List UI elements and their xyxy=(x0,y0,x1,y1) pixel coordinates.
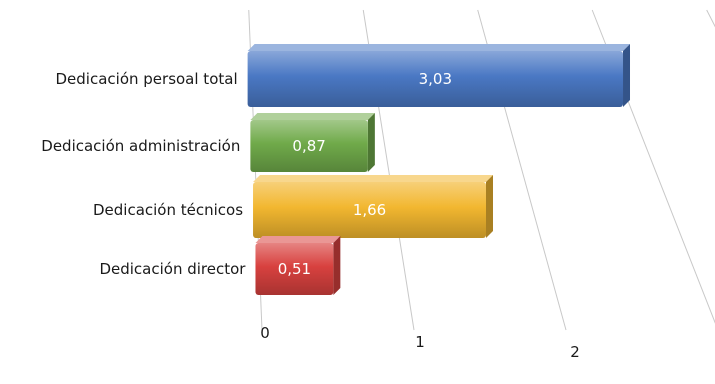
bar-end-face xyxy=(623,44,631,107)
bar-end-face xyxy=(367,113,375,172)
data-label: 0,51 xyxy=(278,260,311,278)
bar-front-face xyxy=(253,182,486,238)
bar-front-face xyxy=(255,243,334,295)
category-label: Dedicación persoal total xyxy=(56,70,238,88)
x-tick-label: 2 xyxy=(570,343,580,361)
bar-end-face xyxy=(333,236,341,295)
bar xyxy=(247,44,631,107)
category-label: Dedicación director xyxy=(99,260,246,278)
data-label: 3,03 xyxy=(419,70,452,88)
bar xyxy=(250,113,375,172)
bar-top-face xyxy=(247,44,631,51)
bar-top-face xyxy=(250,113,375,120)
x-tick-label: 1 xyxy=(415,333,425,351)
bar-top-face xyxy=(255,236,341,243)
bar xyxy=(253,175,493,238)
bar-top-face xyxy=(253,175,493,182)
bar-front-face xyxy=(247,51,624,107)
x-tick-label: 0 xyxy=(260,324,270,342)
category-label: Dedicación técnicos xyxy=(93,201,243,219)
data-label: 1,66 xyxy=(353,201,386,219)
bars xyxy=(247,44,631,295)
data-label: 0,87 xyxy=(292,137,325,155)
category-label: Dedicación administración xyxy=(41,137,240,155)
bar-front-face xyxy=(250,120,368,172)
gridline-4 xyxy=(706,9,715,28)
bar xyxy=(255,236,341,295)
bar-end-face xyxy=(486,175,493,238)
